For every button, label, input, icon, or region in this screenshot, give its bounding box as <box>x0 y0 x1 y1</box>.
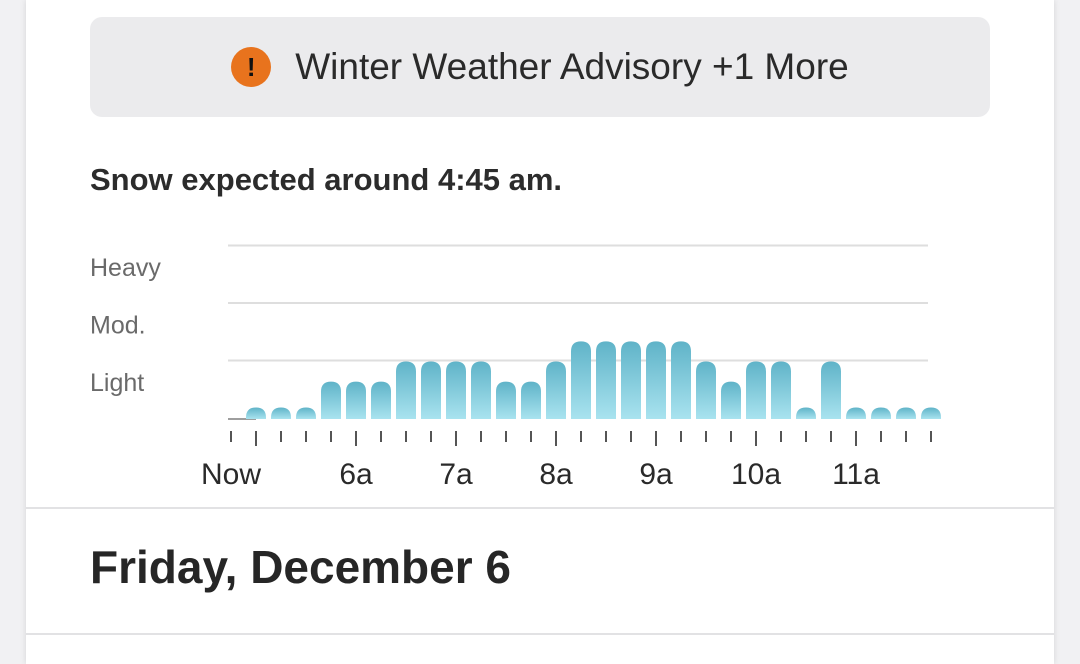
precipitation-bar <box>296 407 316 419</box>
x-tick-label: 6a <box>339 458 373 491</box>
precipitation-bar <box>446 361 466 419</box>
x-tick-label: 7a <box>439 458 473 491</box>
precipitation-bar <box>821 361 841 419</box>
precipitation-bar <box>396 361 416 419</box>
precipitation-bar <box>896 407 916 419</box>
precipitation-bar <box>621 341 641 419</box>
precipitation-bar <box>746 361 766 419</box>
precipitation-bar <box>546 361 566 419</box>
y-axis-label: Mod. <box>90 312 146 340</box>
y-axis-label: Heavy <box>90 254 161 282</box>
precipitation-bar <box>571 341 591 419</box>
precipitation-bar <box>771 361 791 419</box>
precipitation-bar <box>846 407 866 419</box>
precipitation-bar <box>921 407 941 419</box>
precipitation-chart: Light Mod. Heavy Now 6a 7a 8a 9a 10a 11a <box>90 244 941 491</box>
day-header: Friday, December 6 <box>90 541 512 593</box>
exclamation-icon: ! <box>231 47 272 87</box>
y-axis-label: Light <box>90 369 144 397</box>
precipitation-bar <box>646 341 666 419</box>
x-tick-label: 10a <box>731 458 781 491</box>
precipitation-bar <box>521 381 541 419</box>
precipitation-bar <box>371 381 391 419</box>
x-tick-label: 9a <box>639 458 673 491</box>
x-tick-label: 8a <box>539 458 573 491</box>
x-tick-label: 11a <box>832 458 880 491</box>
precipitation-bar <box>596 341 616 419</box>
precipitation-bar <box>421 361 441 419</box>
section-divider <box>26 633 1054 635</box>
precipitation-bar <box>496 381 516 419</box>
weather-alert-banner[interactable]: ! Winter Weather Advisory +1 More <box>90 17 990 117</box>
precipitation-bar <box>246 407 266 419</box>
precipitation-bar <box>721 381 741 419</box>
precipitation-bar <box>346 381 366 419</box>
precipitation-bar <box>321 381 341 419</box>
forecast-card: ! Winter Weather Advisory +1 More Snow e… <box>26 0 1054 664</box>
precipitation-bar <box>471 361 491 419</box>
alert-text: Winter Weather Advisory +1 More <box>295 46 849 87</box>
precipitation-bar <box>871 407 891 419</box>
section-divider <box>26 507 1054 509</box>
precipitation-bar <box>671 341 691 419</box>
precipitation-summary: Snow expected around 4:45 am. <box>90 162 563 197</box>
x-tick-label: Now <box>201 458 261 491</box>
precipitation-bar <box>271 407 291 419</box>
precipitation-bar <box>796 407 816 419</box>
precipitation-bar <box>696 361 716 419</box>
